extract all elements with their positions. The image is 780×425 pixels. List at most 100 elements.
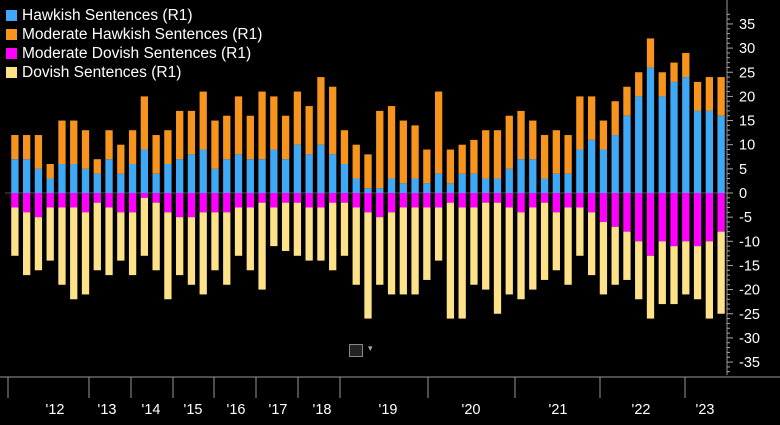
x-tick-label: '21 (549, 402, 568, 418)
legend-label-moderate-hawkish: Moderate Hawkish Sentences (R1) (22, 25, 263, 43)
bar-0-53 (635, 96, 643, 193)
y-tick-label: 20 (739, 89, 755, 105)
bar-0-16 (199, 149, 207, 193)
bar-3-35 (423, 207, 431, 280)
bar-2-13 (164, 193, 172, 213)
bar-3-59 (705, 241, 713, 319)
bar-2-52 (623, 193, 631, 232)
y-tick-label: -20 (739, 283, 760, 299)
bar-1-5 (70, 120, 78, 165)
x-tick-label: '18 (313, 402, 332, 418)
bar-3-15 (187, 217, 196, 285)
legend-item-moderate-dovish[interactable]: Moderate Dovish Sentences (R1) (6, 44, 262, 63)
bar-0-52 (623, 115, 631, 193)
y-tick-label: -30 (739, 331, 760, 347)
bar-3-47 (564, 207, 572, 285)
bar-3-51 (611, 226, 619, 285)
bar-0-48 (576, 149, 584, 193)
bar-1-53 (635, 72, 643, 97)
x-tick-label: '12 (46, 402, 65, 418)
bar-1-58 (693, 81, 702, 111)
bar-3-22 (270, 207, 278, 247)
bar-2-38 (458, 193, 466, 208)
bar-1-8 (105, 130, 113, 160)
bar-3-23 (281, 202, 290, 251)
bar-2-41 (493, 193, 502, 203)
bar-2-44 (529, 193, 537, 208)
bar-1-12 (152, 135, 160, 174)
bar-1-40 (482, 130, 490, 179)
bar-2-56 (670, 193, 678, 247)
bar-0-4 (58, 164, 66, 193)
bar-2-50 (599, 193, 608, 222)
bar-0-51 (611, 135, 619, 193)
bar-2-30 (364, 193, 372, 213)
bar-1-21 (258, 91, 266, 160)
bar-0-50 (599, 149, 608, 193)
bar-1-29 (352, 144, 360, 179)
bar-2-24 (293, 193, 302, 203)
bar-0-55 (658, 96, 666, 193)
legend-item-moderate-hawkish[interactable]: Moderate Hawkish Sentences (R1) (6, 25, 262, 44)
bar-2-48 (576, 193, 584, 208)
bar-1-54 (646, 38, 655, 68)
bar-3-5 (70, 207, 78, 300)
bar-1-23 (281, 115, 290, 160)
legend-label-moderate-dovish: Moderate Dovish Sentences (R1) (22, 44, 252, 62)
bar-0-44 (529, 159, 537, 193)
bar-0-37 (446, 183, 455, 193)
bar-2-57 (682, 193, 690, 242)
legend-item-dovish[interactable]: Dovish Sentences (R1) (6, 63, 262, 82)
bar-3-33 (399, 207, 407, 295)
bar-2-31 (376, 193, 384, 218)
bar-2-60 (717, 193, 725, 232)
bar-0-5 (70, 164, 78, 193)
bar-3-37 (446, 202, 455, 319)
bar-0-38 (458, 173, 466, 193)
bar-1-43 (517, 110, 525, 160)
bar-2-20 (246, 193, 254, 208)
legend-swatch-dovish (6, 67, 17, 78)
chart-options-icon[interactable] (349, 344, 363, 357)
bar-1-9 (117, 144, 125, 174)
bar-0-25 (305, 154, 313, 193)
bar-0-15 (187, 154, 196, 193)
bar-1-6 (81, 130, 90, 169)
bar-3-49 (587, 212, 596, 276)
chart-options-dropdown-icon[interactable]: ▾ (368, 343, 373, 353)
bar-2-6 (81, 193, 90, 213)
legend-item-hawkish[interactable]: Hawkish Sentences (R1) (6, 6, 262, 25)
bars (11, 38, 725, 319)
bar-2-32 (387, 193, 396, 213)
bar-2-22 (270, 193, 278, 208)
bar-3-36 (434, 207, 443, 261)
bar-2-49 (587, 193, 596, 213)
bar-3-45 (540, 202, 549, 280)
bar-0-24 (293, 144, 302, 193)
bar-3-53 (635, 241, 643, 300)
bar-1-34 (411, 125, 419, 179)
bar-2-7 (93, 193, 101, 203)
bar-2-29 (352, 193, 360, 208)
bar-0-18 (223, 159, 231, 193)
bar-1-38 (458, 144, 466, 174)
bar-1-41 (493, 130, 502, 179)
bar-1-24 (293, 91, 302, 145)
bar-1-46 (552, 130, 560, 174)
bar-2-10 (128, 193, 137, 213)
bar-3-21 (258, 202, 266, 290)
bar-3-18 (223, 212, 231, 285)
bar-3-6 (81, 212, 90, 295)
y-tick-label: 30 (739, 41, 755, 57)
bar-2-1 (23, 193, 31, 213)
bar-0-12 (152, 173, 160, 193)
bar-2-0 (11, 193, 19, 208)
chart-legend: Hawkish Sentences (R1) Moderate Hawkish … (4, 4, 269, 86)
bar-1-39 (470, 139, 478, 174)
bar-3-58 (693, 246, 702, 300)
bar-1-42 (505, 115, 513, 169)
bar-3-10 (128, 212, 137, 276)
x-tick-label: '17 (269, 402, 288, 418)
bar-1-15 (187, 110, 196, 155)
